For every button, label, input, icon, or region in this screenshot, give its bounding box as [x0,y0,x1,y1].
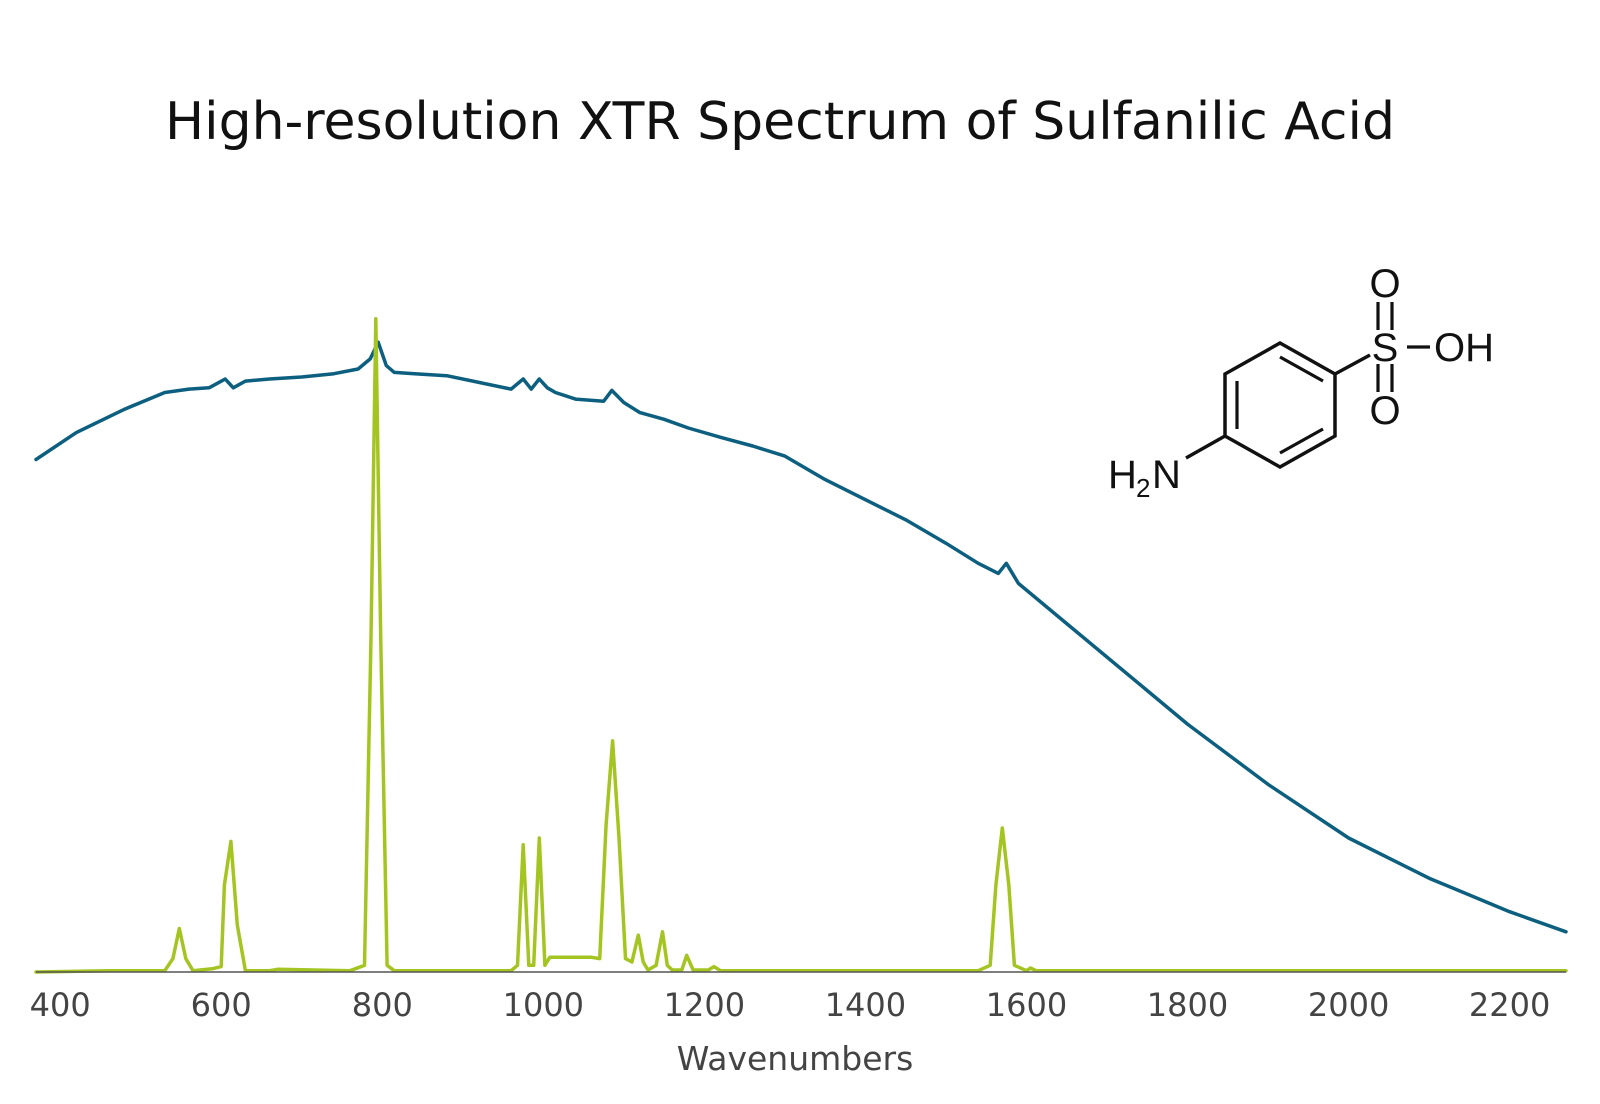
spectrum-line-green [34,317,1568,974]
x-tick-label: 1200 [664,986,745,1024]
x-tick-label: 400 [30,986,91,1024]
spectrum-line-blue [34,340,1568,934]
x-tick-label: 2200 [1469,986,1550,1024]
hydroxyl-label: OH [1434,326,1494,370]
x-tick-label: 800 [352,986,413,1024]
benzene-ring [1223,340,1337,470]
plot-area [34,317,1568,974]
amine-subscript: 2 [1136,473,1150,503]
x-axis: 400 600 800 1000 1200 1400 1600 1800 2000 2200 [30,971,1566,1024]
x-tick-label: 1600 [986,986,1067,1024]
ring-double-bond [1279,427,1324,455]
c-n-bond [1185,434,1226,460]
x-tick-label: 1400 [825,986,906,1024]
sulfanilic-acid-structure: O S O OH H 2 N [1108,262,1494,503]
x-tick-label: 1000 [503,986,584,1024]
x-axis-title: Wavenumbers [677,1039,914,1078]
amine-h-label: H [1108,453,1137,497]
c-s-bond [1334,353,1371,376]
x-tick-label: 1800 [1147,986,1228,1024]
oxygen-top-label: O [1369,262,1400,306]
chart-title: High-resolution XTR Spectrum of Sulfanil… [165,92,1395,152]
ring-double-bond [1279,355,1324,383]
x-tick-label: 600 [191,986,252,1024]
amine-n-label: N [1152,453,1181,497]
sulfur-label: S [1372,326,1399,370]
oxygen-bottom-label: O [1369,389,1400,433]
x-tick-label: 2000 [1308,986,1389,1024]
